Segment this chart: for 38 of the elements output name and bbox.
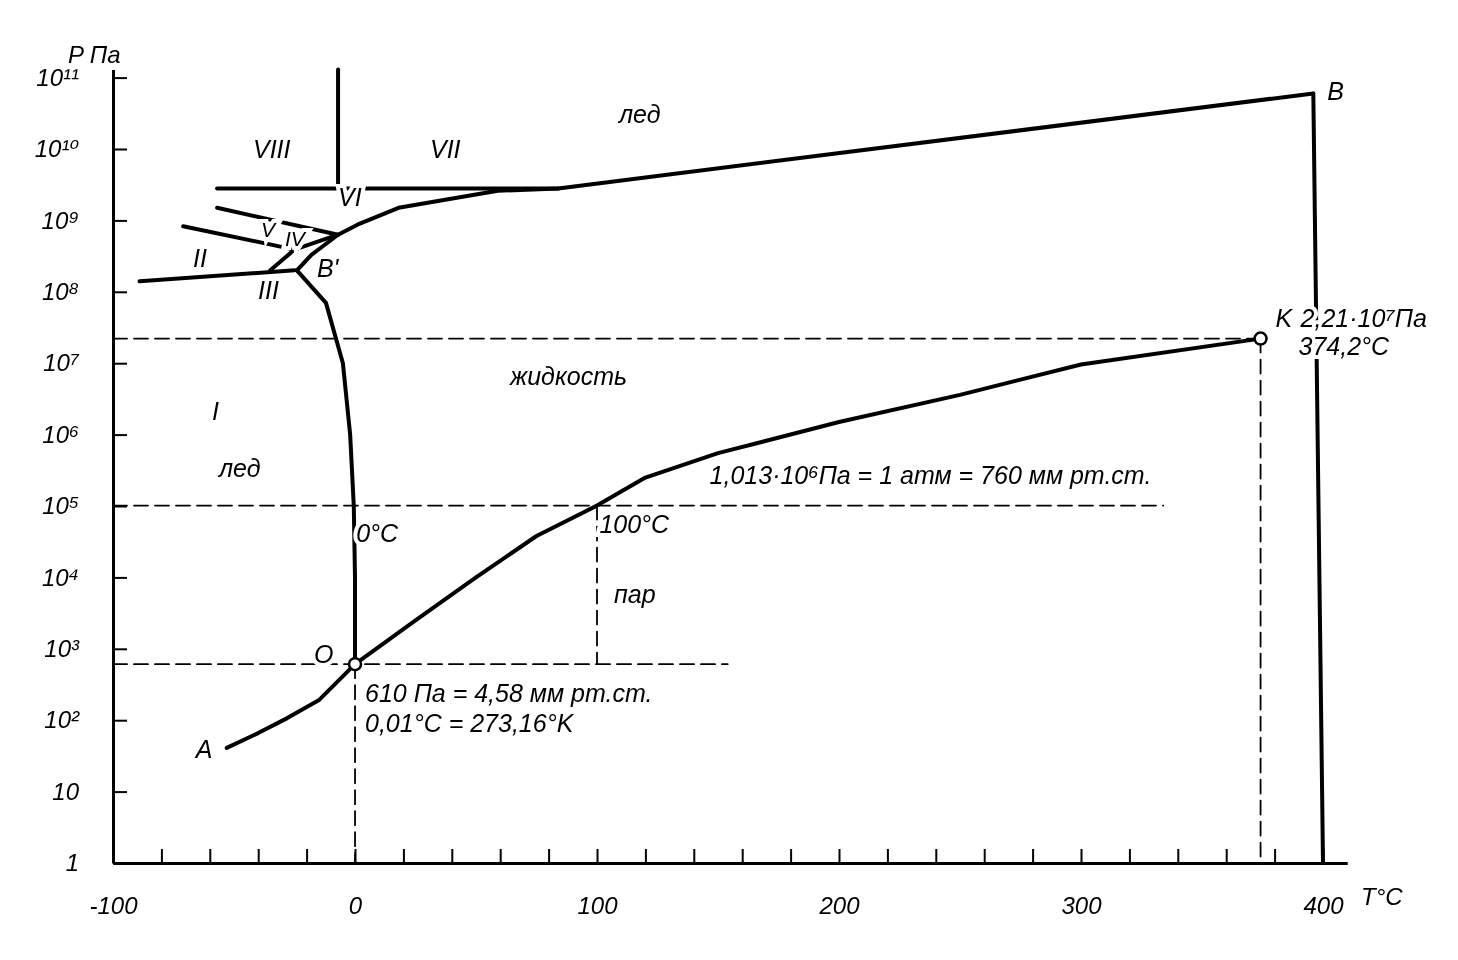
y-tick-label: 10¹⁰ <box>34 135 80 163</box>
x-tick-label: 100 <box>577 892 619 920</box>
annotation: жидкость <box>509 361 628 390</box>
annotation: III <box>258 275 279 304</box>
annotation: 610 Па = 4,58 мм рт.ст. <box>365 678 653 707</box>
annotation: O <box>314 639 334 668</box>
y-tick-label: 1 <box>65 849 79 877</box>
annotation: II <box>193 243 207 272</box>
y-tick-label: 10² <box>44 706 81 734</box>
annotation: лед <box>217 453 261 482</box>
annotation: 1,013·10⁶Па = 1 атм = 760 мм рт.ст. <box>709 461 1152 490</box>
x-tick-label: 200 <box>818 892 861 920</box>
annotation: 100°C <box>599 509 671 538</box>
y-tick-label: 10⁸ <box>41 277 79 305</box>
annotation: 0,01°C = 273,16°K <box>365 708 575 737</box>
x-tick-label: 0 <box>348 892 363 920</box>
y-tick-label: 10³ <box>44 634 81 662</box>
x-tick-label: 400 <box>1303 892 1345 920</box>
annotation: пар <box>614 579 656 608</box>
y-tick-label: 10⁵ <box>42 492 79 520</box>
y-tick-label: 10⁹ <box>41 206 79 234</box>
x-axis-title: T°C <box>1361 883 1404 910</box>
annotation: A <box>193 735 213 764</box>
annotation: B' <box>316 253 340 282</box>
annotation: V <box>261 217 277 241</box>
annotation: VIII <box>253 134 291 163</box>
annotation: лед <box>617 99 661 128</box>
y-tick-label: 10⁷ <box>43 349 80 377</box>
y-tick-label: 10⁶ <box>42 420 80 448</box>
annotation: 0°C <box>356 518 400 547</box>
y-tick-label: 10 <box>52 777 80 805</box>
annotation: B <box>1327 77 1345 106</box>
annotation: VII <box>430 134 461 163</box>
annotation: I <box>212 396 219 425</box>
y-tick-label: 10⁴ <box>41 563 79 591</box>
x-tick-label: 300 <box>1061 892 1103 920</box>
annotation: K <box>1275 304 1294 333</box>
x-tick-label: -100 <box>89 892 139 920</box>
